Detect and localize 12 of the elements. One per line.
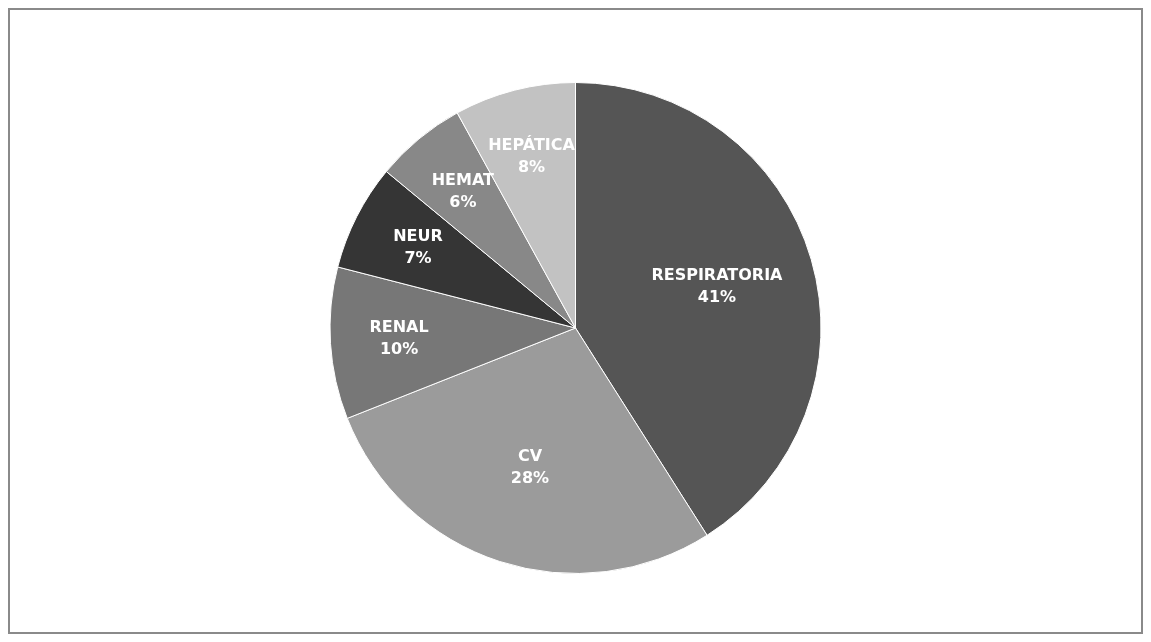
data-label: 7% [404,247,432,267]
slice-label: CV [517,446,543,466]
slice-label: RESPIRATORIA [651,265,784,285]
slice-label: NEUR [393,225,443,245]
slice-label: RENAL [369,317,429,337]
slice-label: HEMAT [431,169,495,189]
data-label: 8% [517,156,546,176]
slice-label: HEPÁTICA [488,134,576,154]
data-label: 28% [510,468,550,488]
data-label: 10% [379,339,419,359]
data-label: 41% [697,287,737,307]
data-label: 6% [449,191,477,211]
